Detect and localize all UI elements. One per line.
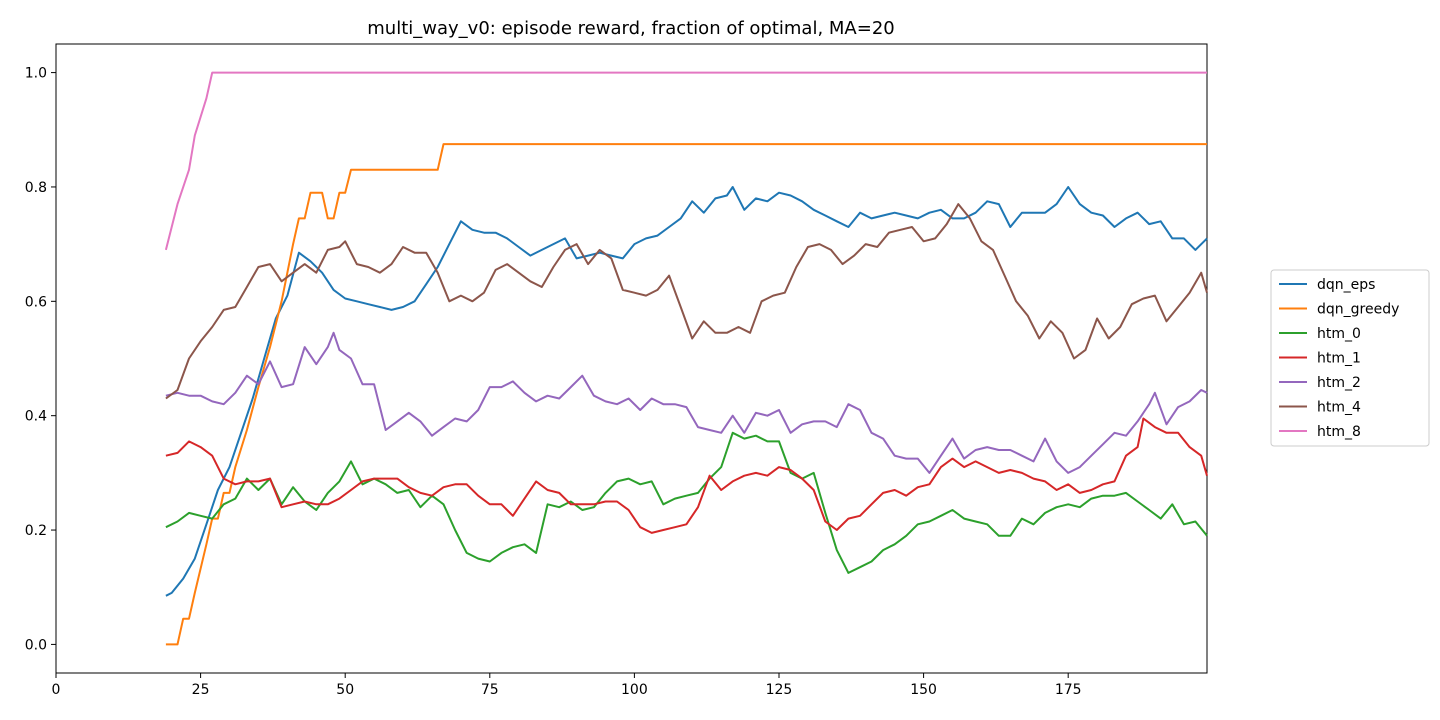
legend-label: htm_0 bbox=[1317, 326, 1361, 342]
x-tick-label: 25 bbox=[192, 682, 210, 698]
legend-label: dqn_eps bbox=[1317, 277, 1375, 293]
y-tick-label: 1.0 bbox=[25, 66, 47, 82]
y-axis: 0.0 0.2 0.4 0.6 0.8 1.0 bbox=[25, 66, 56, 653]
legend-label: htm_8 bbox=[1317, 424, 1361, 440]
legend-label: htm_2 bbox=[1317, 375, 1361, 391]
series-lines bbox=[164, 71, 1208, 646]
legend-label: htm_4 bbox=[1317, 400, 1361, 416]
legend-box bbox=[1270, 269, 1430, 447]
x-tick-label: 175 bbox=[1055, 682, 1082, 698]
plot-area: 0 25 50 75 100 125 150 175 0.0 0.2 0.4 0.6 0.8 1.0 bbox=[25, 43, 1208, 698]
legend-label: htm_1 bbox=[1317, 351, 1361, 367]
x-tick-label: 100 bbox=[621, 682, 648, 698]
x-tick-label: 150 bbox=[910, 682, 937, 698]
y-tick-label: 0.6 bbox=[25, 294, 47, 310]
x-tick-label: 75 bbox=[481, 682, 499, 698]
y-tick-label: 0.4 bbox=[25, 409, 47, 425]
chart-title: multi_way_v0: episode reward, fraction o… bbox=[367, 18, 894, 39]
series-line-dqn-greedy bbox=[165, 143, 1207, 646]
y-tick-label: 0.0 bbox=[25, 637, 47, 653]
x-axis: 0 25 50 75 100 125 150 175 bbox=[52, 673, 1082, 698]
series-line-htm-8 bbox=[164, 71, 1207, 251]
series-line-htm-0 bbox=[165, 431, 1208, 574]
x-tick-label: 125 bbox=[766, 682, 793, 698]
legend-label: dqn_greedy bbox=[1317, 302, 1399, 318]
x-tick-label: 0 bbox=[52, 682, 61, 698]
y-tick-label: 0.8 bbox=[25, 180, 47, 196]
series-line-dqn-eps bbox=[165, 186, 1208, 597]
series-line-htm-1 bbox=[165, 417, 1208, 534]
series-line-htm-2 bbox=[165, 331, 1208, 474]
series-line-htm-4 bbox=[165, 203, 1208, 400]
y-tick-label: 0.2 bbox=[25, 523, 47, 539]
x-tick-label: 50 bbox=[336, 682, 354, 698]
legend: dqn_eps dqn_greedy htm_0 htm_1 htm_2 htm_4htm… bbox=[1270, 269, 1430, 447]
plot-frame bbox=[55, 43, 1208, 674]
